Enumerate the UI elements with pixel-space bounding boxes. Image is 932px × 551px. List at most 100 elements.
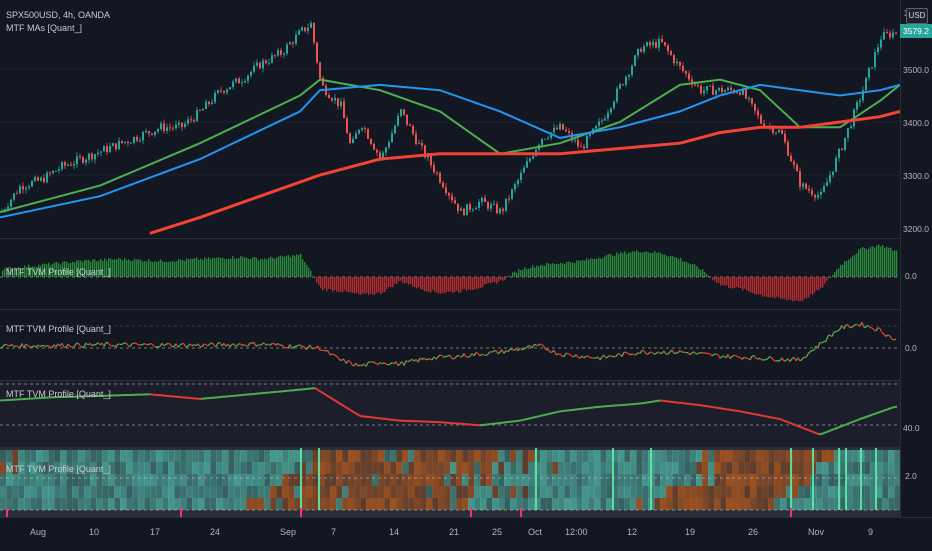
time-tick: 26 [748, 527, 758, 537]
candle-body [475, 208, 477, 209]
timeframe-cell [570, 450, 577, 462]
timeframe-cell [36, 498, 43, 510]
candle-body [646, 42, 648, 46]
histogram-bar [844, 261, 845, 277]
histogram-bar [814, 277, 815, 292]
histogram-bar [676, 257, 677, 277]
timeframe-cell [270, 462, 277, 474]
timeframe-cell [282, 486, 289, 498]
histogram-bar [248, 259, 249, 277]
timeframe-cell [774, 474, 781, 486]
timeframe-cell [570, 486, 577, 498]
price-chart[interactable] [0, 0, 900, 238]
histogram-bar [162, 262, 163, 277]
timeframe-cell [366, 462, 373, 474]
histogram-bar [274, 259, 275, 277]
timeframe-cell [696, 462, 703, 474]
timeframe-cell [852, 498, 859, 510]
timeframe-cell [192, 450, 199, 462]
candle-body [37, 177, 39, 180]
timeframe-cell [690, 498, 697, 510]
tvm-histogram-pane[interactable]: MTF TVM Profile [Quant_] [0, 239, 900, 309]
timeframe-cell [534, 498, 541, 510]
timeframe-cell [666, 498, 673, 510]
candle-body [205, 102, 207, 109]
tvm-pane-4-title[interactable]: MTF TVM Profile [Quant_] [6, 464, 111, 474]
histogram-bar [262, 259, 263, 277]
timeframe-cell [546, 462, 553, 474]
timeframe-cell [126, 498, 133, 510]
histogram-bar [724, 277, 725, 286]
timeframe-cell [144, 486, 151, 498]
timeframe-cell [342, 474, 349, 486]
histogram-bar [198, 260, 199, 277]
main-price-pane[interactable]: SPX500USD, 4h, OANDA MTF MAs [Quant_] [0, 0, 900, 238]
histogram-bar [632, 251, 633, 277]
histogram-bar [292, 255, 293, 277]
candle-body [226, 89, 228, 92]
timeframe-cell [222, 474, 229, 486]
timeframe-cell [726, 498, 733, 510]
timeframe-cell [882, 474, 889, 486]
histogram-bar [658, 252, 659, 277]
oscillator-segment [274, 344, 276, 346]
timeframe-cell [510, 486, 517, 498]
candle-body [163, 123, 165, 130]
histogram-bar [620, 252, 621, 277]
histogram-bar [402, 277, 403, 283]
timeframe-cell [732, 474, 739, 486]
currency-badge[interactable]: USD [906, 8, 928, 24]
timeframe-cell [342, 450, 349, 462]
time-axis[interactable] [0, 517, 932, 551]
histogram-bar [176, 261, 177, 277]
timeframe-cell [864, 474, 871, 486]
candle-body [385, 148, 387, 153]
histogram-bar [604, 256, 605, 277]
candle-body [658, 39, 660, 48]
timeframe-cell [414, 462, 421, 474]
ma-indicator-title[interactable]: MTF MAs [Quant_] [6, 23, 82, 33]
candle-body [103, 146, 105, 151]
timeframe-cell [114, 462, 121, 474]
oscillator-segment [690, 353, 692, 355]
histogram-bar [424, 277, 425, 291]
tvm-pane-2-title[interactable]: MTF TVM Profile [Quant_] [6, 324, 111, 334]
histogram-bar [196, 258, 197, 277]
tvm-line-pane[interactable]: MTF TVM Profile [Quant_] [0, 310, 900, 380]
tvm-bands-pane[interactable]: MTF TVM Profile [Quant_] [0, 448, 900, 517]
candle-body [454, 200, 456, 203]
oscillator-segment [386, 364, 388, 365]
candle-body [667, 45, 669, 51]
oscillator-segment [374, 362, 376, 364]
smooth-oscillator-segment [750, 413, 753, 414]
candle-body [256, 63, 258, 66]
smooth-oscillator-segment [885, 409, 888, 410]
candle-body [253, 66, 255, 72]
histogram-bar [890, 248, 891, 277]
candle-body [880, 39, 882, 47]
timeframe-cell [282, 450, 289, 462]
oscillator-segment [604, 355, 606, 358]
histogram-bar [490, 277, 491, 283]
timeframe-cell [156, 450, 163, 462]
timeframe-cell [594, 474, 601, 486]
tvm-smooth-pane[interactable]: MTF TVM Profile [Quant_] [0, 381, 900, 447]
histogram-bar [530, 268, 531, 277]
histogram-bar [314, 277, 315, 278]
candle-body [367, 129, 369, 139]
timeframe-cell [750, 450, 757, 462]
candle-body [826, 182, 828, 186]
tvm-pane-1-title[interactable]: MTF TVM Profile [Quant_] [6, 267, 111, 277]
histogram-bar [340, 277, 341, 292]
histogram-bar [376, 277, 377, 293]
oscillator-segment [766, 358, 768, 359]
candle-body [202, 109, 204, 110]
tvm-pane-3-title[interactable]: MTF TVM Profile [Quant_] [6, 389, 111, 399]
timeframe-cell [108, 498, 115, 510]
oscillator-segment [548, 349, 550, 352]
candle-body [175, 125, 177, 129]
timeframe-cell [258, 450, 265, 462]
oscillator-segment [204, 344, 206, 345]
timeframe-cell [384, 486, 391, 498]
timeframe-cell [114, 498, 121, 510]
